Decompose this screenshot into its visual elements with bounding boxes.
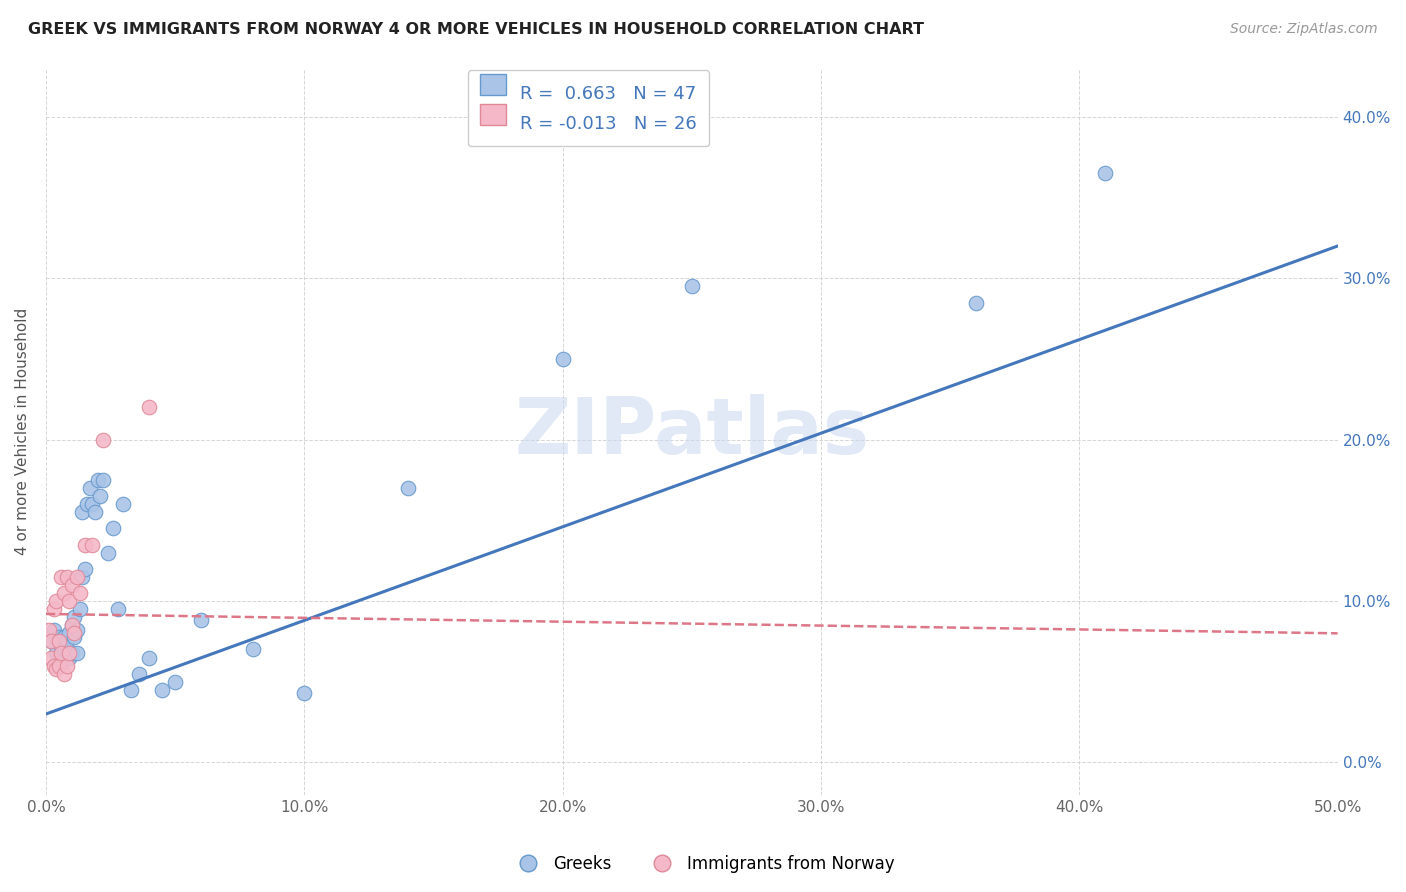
Point (48, 650, 70, 665)
Text: Source: ZipAtlas.com: Source: ZipAtlas.com (1230, 22, 1378, 37)
Point (45, 646, 67, 660)
Point (84, 505, 107, 519)
Point (66, 623, 89, 637)
Point (1094, 166, 1116, 180)
Point (551, 351, 574, 366)
Point (101, 521, 124, 535)
Point (138, 401, 160, 415)
Point (45, 662, 67, 676)
Point (55, 658, 77, 673)
Point (45, 594, 67, 608)
Point (42, 623, 65, 637)
Point (86, 473, 108, 487)
Point (51, 646, 73, 660)
Point (60, 618, 83, 632)
Point (51, 570, 73, 584)
Point (91, 433, 114, 447)
Point (53, 586, 76, 600)
Point (53, 666, 76, 681)
Point (58, 626, 80, 640)
Point (76, 497, 98, 511)
Point (60, 618, 83, 632)
Point (48, 634, 70, 648)
Point (242, 642, 264, 657)
Point (190, 614, 212, 628)
Y-axis label: 4 or more Vehicles in Household: 4 or more Vehicles in Household (15, 308, 30, 555)
Point (89, 489, 111, 503)
Text: ZIPatlas: ZIPatlas (515, 393, 869, 469)
Point (91, 473, 114, 487)
Point (79, 481, 101, 495)
Point (51, 639, 73, 653)
Point (112, 497, 135, 511)
Point (681, 279, 703, 293)
Point (63, 610, 86, 624)
Point (55, 646, 77, 660)
Point (82, 497, 104, 511)
Point (128, 666, 150, 681)
Point (165, 674, 187, 689)
Point (66, 646, 89, 660)
Text: GREEK VS IMMIGRANTS FROM NORWAY 4 OR MORE VEHICLES IN HOUSEHOLD CORRELATION CHAR: GREEK VS IMMIGRANTS FROM NORWAY 4 OR MOR… (28, 22, 924, 37)
Point (48, 658, 70, 673)
Point (48, 630, 70, 644)
Point (70, 505, 93, 519)
Point (82, 538, 104, 552)
Point (39, 650, 62, 665)
Point (120, 682, 142, 697)
Point (60, 646, 83, 660)
Point (70, 570, 93, 584)
Point (150, 682, 173, 697)
Point (965, 295, 987, 310)
Point (38, 623, 60, 637)
Point (42, 658, 65, 673)
Point (292, 686, 315, 700)
Point (107, 602, 129, 616)
Point (73, 562, 96, 576)
Point (58, 646, 80, 660)
Point (39, 634, 62, 648)
Point (63, 626, 86, 640)
Point (58, 594, 80, 608)
Point (69, 586, 91, 600)
Point (138, 650, 160, 665)
Point (55, 634, 77, 648)
Point (53, 642, 76, 657)
Point (53, 630, 76, 644)
Point (63, 630, 86, 644)
Point (73, 538, 96, 552)
Point (69, 602, 91, 616)
Point (39, 634, 62, 648)
Point (396, 481, 419, 495)
Point (55, 570, 77, 584)
Point (60, 578, 83, 592)
Point (66, 570, 89, 584)
Legend: Greeks, Immigrants from Norway: Greeks, Immigrants from Norway (505, 848, 901, 880)
Legend: R =  0.663   N = 47, R = -0.013   N = 26: R = 0.663 N = 47, R = -0.013 N = 26 (468, 70, 710, 146)
Point (97, 546, 120, 560)
Point (42, 602, 65, 616)
Point (51, 656, 73, 670)
Point (58, 650, 80, 665)
